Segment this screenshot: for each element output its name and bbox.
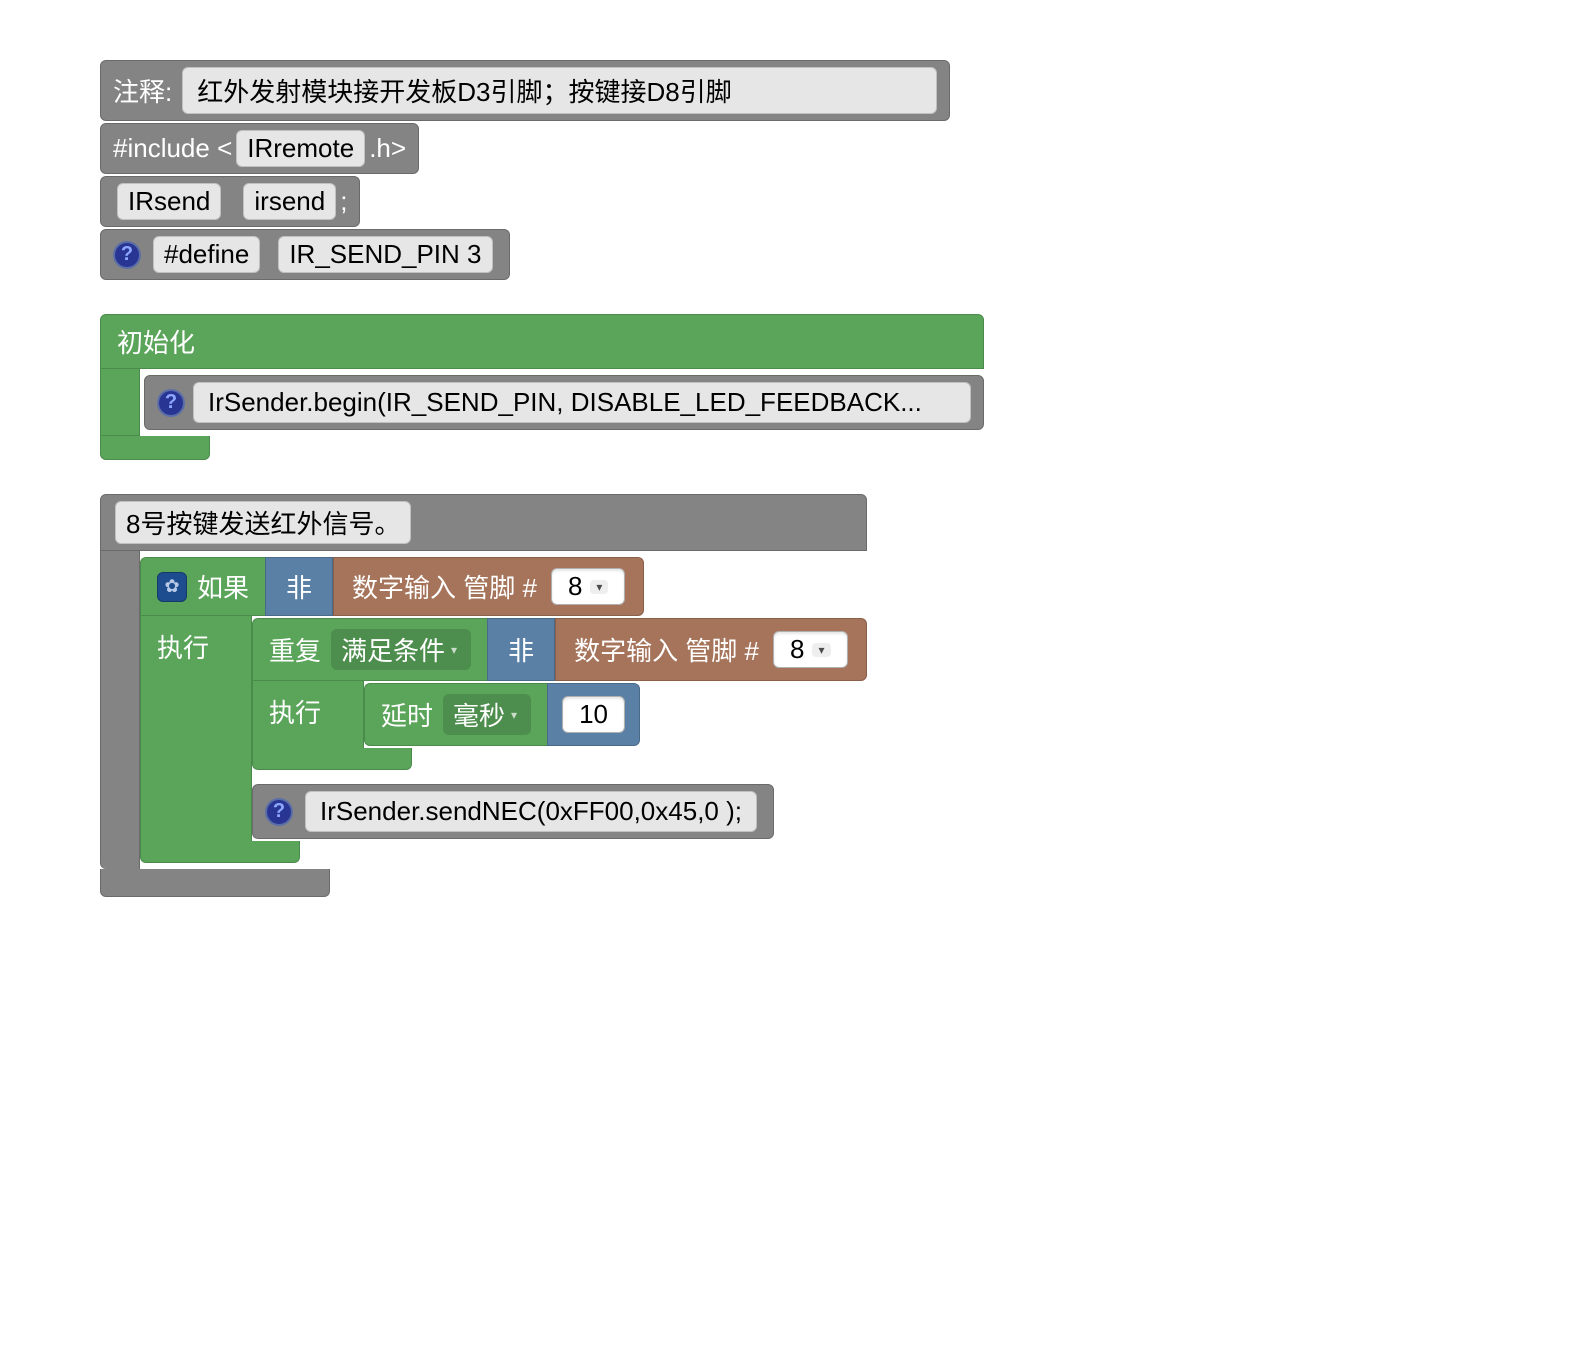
define-block[interactable]: ? #define IR_SEND_PIN 3 — [100, 229, 510, 280]
pin-val-1: 8 — [568, 571, 582, 602]
repeat-block[interactable]: 重复 满足条件 ▾ 非 数字输入 管 — [252, 618, 867, 770]
comment-text[interactable]: 红外发射模块接开发板D3引脚；按键接D8引脚 — [182, 67, 937, 114]
dropdown-icon[interactable]: ▾ — [812, 643, 830, 657]
comment-block[interactable]: 注释: 红外发射模块接开发板D3引脚；按键接D8引脚 — [100, 60, 950, 121]
dr-label-2: 数字输入 管脚 # — [574, 631, 759, 668]
do-label-2: 执行 — [269, 698, 321, 728]
header-stack: 注释: 红外发射模块接开发板D3引脚；按键接D8引脚 #include < IR… — [100, 60, 950, 280]
setup-footer — [100, 436, 210, 460]
repeat-header: 重复 满足条件 ▾ — [252, 618, 487, 681]
digitalread-2[interactable]: 数字输入 管脚 # 8 ▾ — [555, 618, 866, 681]
include-lib[interactable]: IRremote — [236, 130, 365, 167]
comment-label: 注释: — [113, 72, 172, 109]
if-header-row: ✿ 如果 非 数字输入 管脚 # 8 ▾ — [140, 557, 867, 616]
if-do-spine: 执行 — [140, 616, 252, 841]
setup-header: 初始化 — [100, 314, 984, 369]
delay-val-socket[interactable]: 10 — [547, 683, 640, 746]
dropdown-icon: ▾ — [451, 643, 457, 657]
include-suffix: .h> — [369, 133, 406, 164]
help-icon[interactable]: ? — [157, 389, 185, 417]
pin-val-2: 8 — [790, 634, 804, 665]
pin-field-2[interactable]: 8 ▾ — [773, 631, 848, 668]
setup-block[interactable]: 初始化 ? IrSender.begin(IR_SEND_PIN, DISABL… — [100, 314, 984, 460]
delay-val: 10 — [579, 699, 608, 730]
setup-spine — [100, 369, 140, 436]
pin-field-1[interactable]: 8 ▾ — [551, 568, 626, 605]
while-cond-text: 满足条件 — [341, 631, 445, 668]
delay-label: 延时 — [381, 696, 433, 733]
dropdown-icon: ▾ — [511, 708, 517, 722]
repeat-header-row: 重复 满足条件 ▾ 非 数字输入 管 — [252, 618, 867, 681]
do-label-1: 执行 — [157, 633, 209, 663]
decl-semi: ; — [340, 186, 347, 217]
loop-header: 8号按键发送红外信号。 — [100, 494, 867, 551]
loop-footer — [100, 869, 330, 897]
loop-block[interactable]: 8号按键发送红外信号。 ✿ 如果 非 数字输入 管脚 # — [100, 494, 867, 897]
define-kw[interactable]: #define — [153, 236, 260, 273]
send-nec-block[interactable]: ? IrSender.sendNEC(0xFF00,0x45,0 ); — [252, 784, 774, 839]
not-block-2[interactable]: 非 — [487, 618, 555, 681]
dr-label-1: 数字输入 管脚 # — [352, 568, 537, 605]
define-val[interactable]: IR_SEND_PIN 3 — [278, 236, 492, 273]
gear-icon[interactable]: ✿ — [157, 572, 187, 602]
loop-header-text[interactable]: 8号按键发送红外信号。 — [115, 501, 411, 544]
repeat-label: 重复 — [269, 631, 321, 668]
not-label-2: 非 — [508, 631, 534, 668]
setup-code[interactable]: IrSender.begin(IR_SEND_PIN, DISABLE_LED_… — [193, 382, 971, 423]
setup-code-block[interactable]: ? IrSender.begin(IR_SEND_PIN, DISABLE_LE… — [144, 375, 984, 430]
loop-spine — [100, 551, 140, 869]
decl-block[interactable]: IRsend irsend ; — [100, 176, 360, 227]
delay-unit[interactable]: 毫秒 ▾ — [443, 694, 531, 735]
while-cond[interactable]: 满足条件 ▾ — [331, 629, 471, 670]
if-header: ✿ 如果 — [140, 557, 265, 616]
not-block-1[interactable]: 非 — [265, 557, 333, 616]
decl-type[interactable]: IRsend — [117, 183, 221, 220]
setup-title: 初始化 — [117, 328, 195, 358]
if-label: 如果 — [197, 568, 249, 605]
repeat-footer — [252, 748, 412, 770]
if-block[interactable]: ✿ 如果 非 数字输入 管脚 # 8 ▾ — [140, 557, 867, 863]
delay-unit-text: 毫秒 — [453, 696, 505, 733]
delay-val-field[interactable]: 10 — [562, 696, 625, 733]
not-label-1: 非 — [286, 568, 312, 605]
include-block[interactable]: #include < IRremote .h> — [100, 123, 419, 174]
dropdown-icon[interactable]: ▾ — [590, 580, 608, 594]
decl-name[interactable]: irsend — [243, 183, 336, 220]
send-code[interactable]: IrSender.sendNEC(0xFF00,0x45,0 ); — [305, 791, 757, 832]
delay-block[interactable]: 延时 毫秒 ▾ — [364, 683, 547, 746]
if-footer — [140, 841, 300, 863]
repeat-do-spine: 执行 — [252, 681, 364, 748]
digitalread-1[interactable]: 数字输入 管脚 # 8 ▾ — [333, 557, 644, 616]
include-prefix: #include < — [113, 133, 232, 164]
delay-row[interactable]: 延时 毫秒 ▾ 10 — [364, 683, 867, 746]
help-icon[interactable]: ? — [265, 798, 293, 826]
help-icon[interactable]: ? — [113, 241, 141, 269]
